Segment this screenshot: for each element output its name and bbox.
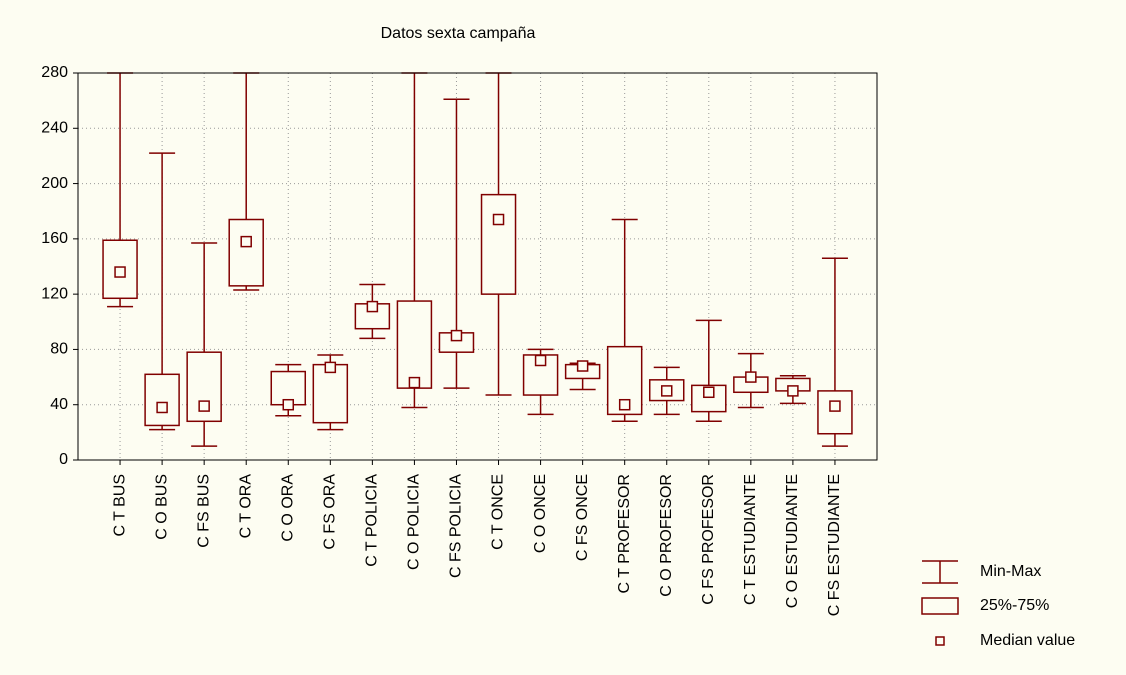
box [144,373,180,427]
y-tick-label: 40 [50,396,68,413]
median-marker [282,398,295,411]
y-tick-label: 80 [50,341,68,358]
median-marker [745,371,757,383]
median-marker [240,235,252,248]
legend-label: Median value [980,632,1075,649]
x-tick-label: C FS BUS [195,474,212,548]
x-tick-label: C FS PROFESOR [700,474,717,605]
median-marker [787,385,799,397]
median-marker [366,300,379,313]
y-tick-label: 0 [59,451,68,468]
x-tick-label: C O ESTUDIANTE [784,474,801,608]
x-tick-label: C FS POLICIA [448,474,465,578]
median-marker [703,386,715,399]
box [396,300,433,389]
median-marker [660,385,673,397]
x-tick-label: C T ONCE [490,474,507,550]
y-tick-label: 120 [41,285,68,302]
median-marker [492,213,505,226]
median-marker [114,266,126,278]
median-marker [198,400,210,412]
x-tick-label: C O ORA [279,474,296,542]
median-marker [324,361,337,374]
y-tick-label: 160 [41,230,68,247]
plot-frame [77,72,878,461]
x-tick-label: C O POLICIA [406,474,423,570]
x-tick-label: C T POLICIA [364,474,381,567]
x-tick-label: C T ESTUDIANTE [742,474,759,605]
x-tick-label: C FS ONCE [574,474,591,561]
x-tick-label: C T BUS [111,474,128,537]
x-tick-label: C T ORA [237,474,254,539]
y-tick-label: 240 [41,120,68,137]
chart-title: Datos sexta campaña [381,25,536,42]
legend-symbol [921,597,959,615]
median-marker [534,354,547,367]
median-marker [408,376,421,389]
x-tick-label: C FS ESTUDIANTE [826,474,843,616]
x-tick-label: C O PROFESOR [658,474,675,597]
median-marker [829,400,841,412]
median-marker [618,398,631,411]
box [817,390,853,435]
x-tick-label: C O ONCE [532,474,549,553]
box [312,363,349,424]
x-tick-label: C FS ORA [322,474,339,550]
legend-symbol [935,636,945,646]
y-tick-label: 280 [41,64,68,81]
x-tick-label: C T PROFESOR [616,474,633,593]
x-tick-label: C O BUS [153,474,170,540]
legend-label: 25%-75% [980,597,1049,614]
box [480,193,517,295]
median-marker [576,360,589,372]
median-marker [156,401,168,414]
legend-label: Min-Max [980,563,1041,580]
median-marker [450,329,463,342]
box [228,218,264,287]
y-tick-label: 200 [41,175,68,192]
